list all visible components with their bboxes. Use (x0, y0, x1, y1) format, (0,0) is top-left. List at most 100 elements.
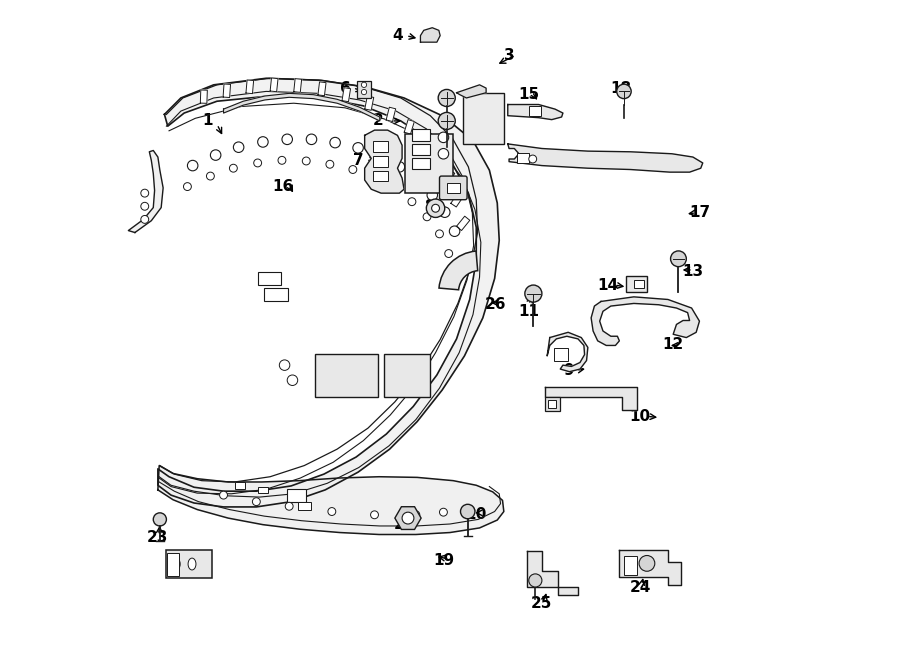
FancyBboxPatch shape (315, 354, 378, 397)
Circle shape (353, 142, 364, 153)
Polygon shape (293, 79, 302, 93)
Circle shape (302, 157, 310, 165)
Circle shape (423, 213, 431, 220)
Circle shape (525, 285, 542, 302)
Circle shape (439, 207, 450, 217)
Circle shape (670, 251, 687, 267)
Text: 6: 6 (339, 81, 350, 95)
Circle shape (140, 189, 148, 197)
Circle shape (206, 172, 214, 180)
Circle shape (427, 190, 437, 201)
Circle shape (278, 156, 286, 164)
Circle shape (412, 175, 422, 185)
Text: 16: 16 (272, 179, 293, 194)
Circle shape (529, 155, 536, 163)
Bar (374, 171, 388, 181)
Polygon shape (419, 134, 430, 148)
Polygon shape (364, 96, 373, 111)
Circle shape (254, 159, 262, 167)
Text: 22: 22 (186, 567, 208, 581)
Text: 3: 3 (504, 48, 515, 63)
Circle shape (402, 512, 414, 524)
Circle shape (362, 89, 366, 95)
Text: 23: 23 (148, 530, 168, 545)
Circle shape (616, 84, 631, 99)
Text: 12: 12 (662, 337, 684, 352)
Circle shape (427, 199, 445, 217)
Circle shape (330, 137, 340, 148)
Circle shape (287, 375, 298, 385)
Circle shape (391, 185, 398, 193)
Bar (265, 289, 288, 301)
Bar (554, 348, 568, 361)
Text: 10: 10 (630, 409, 651, 424)
Circle shape (306, 134, 317, 144)
Bar (356, 81, 371, 98)
Polygon shape (420, 28, 440, 42)
Bar (548, 400, 556, 408)
Text: 11: 11 (518, 304, 539, 319)
Bar (374, 141, 388, 152)
Polygon shape (364, 130, 404, 193)
Polygon shape (158, 465, 504, 534)
Polygon shape (432, 151, 444, 166)
Text: 7: 7 (353, 153, 364, 168)
Circle shape (349, 166, 356, 173)
Polygon shape (246, 80, 254, 93)
Text: 13: 13 (682, 264, 704, 279)
Polygon shape (318, 82, 326, 96)
Text: 9: 9 (562, 363, 573, 378)
Circle shape (140, 215, 148, 223)
Polygon shape (443, 170, 454, 185)
Bar (405, 134, 453, 193)
Polygon shape (508, 105, 562, 120)
Text: 25: 25 (531, 596, 553, 611)
Circle shape (184, 183, 192, 191)
Text: 17: 17 (688, 205, 710, 220)
Circle shape (394, 162, 405, 172)
Circle shape (285, 502, 293, 510)
Circle shape (439, 508, 447, 516)
FancyBboxPatch shape (439, 176, 467, 200)
Text: 21: 21 (393, 517, 415, 532)
Bar (287, 489, 306, 502)
Polygon shape (386, 107, 396, 122)
Text: 26: 26 (485, 297, 507, 312)
Circle shape (282, 134, 292, 144)
Circle shape (328, 508, 336, 516)
Text: 24: 24 (630, 579, 651, 594)
FancyBboxPatch shape (384, 354, 430, 397)
Text: 8: 8 (424, 199, 435, 214)
Circle shape (257, 136, 268, 147)
Bar (626, 276, 647, 292)
Circle shape (233, 142, 244, 152)
Wedge shape (439, 251, 478, 290)
Circle shape (252, 498, 260, 506)
Text: 2: 2 (373, 113, 383, 128)
Bar (412, 130, 430, 140)
Bar (529, 106, 541, 116)
Bar (624, 555, 637, 575)
Bar (257, 487, 268, 493)
Bar (545, 397, 560, 411)
Circle shape (187, 160, 198, 171)
Circle shape (449, 226, 460, 236)
Circle shape (362, 82, 366, 87)
Ellipse shape (188, 558, 196, 570)
Bar (634, 280, 643, 288)
Text: 19: 19 (433, 553, 454, 568)
Polygon shape (404, 120, 414, 134)
Circle shape (140, 203, 148, 211)
Circle shape (438, 113, 455, 130)
Bar (298, 502, 310, 510)
Text: 15: 15 (518, 87, 539, 102)
Circle shape (529, 574, 542, 587)
Bar (517, 153, 529, 163)
Text: 4: 4 (392, 28, 403, 43)
Circle shape (153, 513, 166, 526)
Circle shape (438, 132, 449, 142)
Bar (235, 482, 245, 489)
Bar (167, 553, 179, 576)
Bar (446, 183, 460, 193)
Polygon shape (591, 297, 699, 346)
